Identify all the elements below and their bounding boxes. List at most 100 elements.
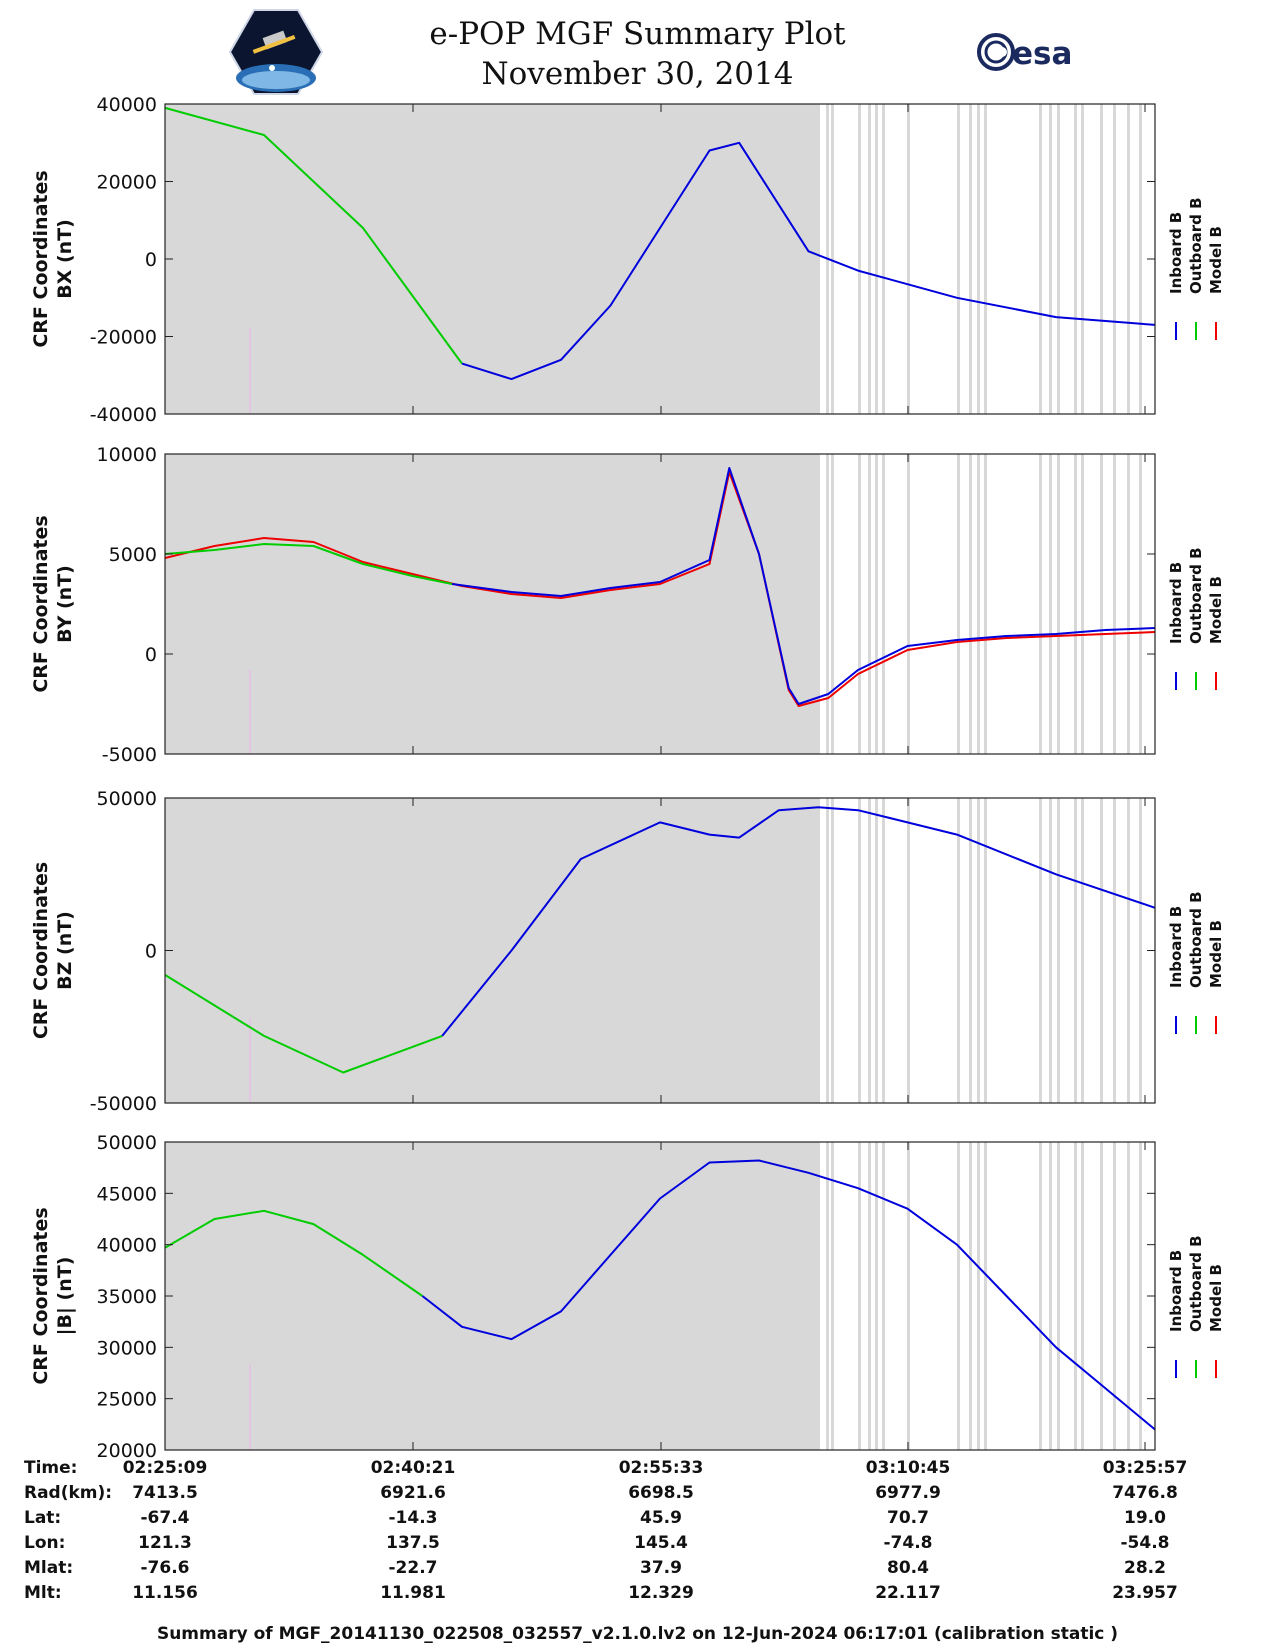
data-gap-stripe [977, 454, 980, 754]
data-gap-stripe [1081, 1142, 1084, 1450]
legend-label: Model B [1207, 1264, 1225, 1332]
series-outboard-b-line [164, 106, 463, 365]
data-gap-stripe [1113, 798, 1116, 1103]
orbit-info-row: Time: 02:25:09 02:40:21 02:55:33 03:10:45 03:… [0, 1458, 1275, 1483]
data-gap-stripe [977, 798, 980, 1103]
data-gap-stripe [868, 798, 871, 1103]
y-tick-label: 0 [145, 941, 157, 963]
data-gap-stripe [1081, 454, 1084, 754]
data-gap-stripe [1039, 454, 1042, 754]
data-gap-stripe [875, 798, 878, 1103]
orbit-info-value: 7413.5 [132, 1483, 198, 1503]
data-gap-stripe [984, 454, 987, 754]
esa-logo-text: esa [1012, 36, 1072, 72]
data-gap-stripe [907, 798, 910, 1103]
data-gap-stripe [907, 454, 910, 754]
data-gap-stripe [868, 104, 871, 414]
orbit-info-row: Lat: -67.4 -14.3 45.9 70.7 19.0 [0, 1508, 1275, 1533]
y-axis-label: CRF CoordinatesBX (nT) [30, 170, 76, 347]
orbit-info-value: 137.5 [386, 1533, 440, 1553]
orbit-info-label: Time: [24, 1458, 78, 1478]
orbit-info-row: Lon: 121.3 137.5 145.4 -74.8 -54.8 [0, 1533, 1275, 1558]
orbit-info-value: -76.6 [140, 1558, 190, 1578]
data-gap-stripe [1100, 104, 1103, 414]
data-gap-stripe [957, 1142, 960, 1450]
data-gap-stripe [1074, 454, 1077, 754]
y-tick-label: 25000 [97, 1389, 157, 1411]
y-tick-label: 10000 [97, 444, 157, 466]
legend-label: Model B [1207, 920, 1225, 988]
legend-label: Outboard B [1187, 1235, 1205, 1332]
data-gap-stripe [1100, 798, 1103, 1103]
orbit-info-value: 6977.9 [875, 1483, 941, 1503]
orbit-info-value: 03:25:57 [1102, 1458, 1188, 1478]
legend-label: Inboard B [1167, 1250, 1185, 1332]
y-tick-label: 40000 [97, 1235, 157, 1257]
y-tick-label: -50000 [90, 1093, 157, 1115]
data-gap-stripe [984, 104, 987, 414]
chart-panel-4: 50000 45000 40000 35000 30000 25000 20000 CRF C… [30, 1132, 1225, 1462]
orbit-info-row: Mlat: -76.6 -22.7 37.9 80.4 28.2 [0, 1558, 1275, 1583]
orbit-info-value: -67.4 [140, 1508, 190, 1528]
y-axis-label: CRF Coordinates|B| (nT) [30, 1207, 76, 1384]
y-tick-label: 5000 [109, 544, 157, 566]
orbit-info-value: 28.2 [1124, 1558, 1166, 1578]
legend-label: Inboard B [1167, 562, 1185, 644]
series-outboard-b-line [164, 1209, 423, 1297]
series-outboard-b-line [164, 543, 453, 585]
y-tick-label: 20000 [97, 1440, 157, 1462]
y-tick-label: 50000 [97, 1132, 157, 1154]
data-gap-stripe [907, 1142, 910, 1450]
chart-panel-1: 40000 20000 0 -20000 -40000 CRF CoordinatesBX… [30, 94, 1225, 426]
data-gap-stripe [831, 1142, 834, 1450]
orbit-info-value: 02:40:21 [370, 1458, 456, 1478]
y-tick-label: 40000 [97, 94, 157, 116]
data-gap-stripe [1057, 454, 1060, 754]
data-gap-stripe [969, 798, 972, 1103]
y-tick-label: 20000 [97, 172, 157, 194]
legend-label: Outboard B [1187, 197, 1205, 294]
data-gap-stripe [977, 1142, 980, 1450]
data-gap-stripe [826, 454, 829, 754]
y-tick-label: 50000 [97, 788, 157, 810]
y-tick-label: -40000 [90, 404, 157, 426]
orbit-info-value: 121.3 [138, 1533, 192, 1553]
data-gap-stripe [1139, 798, 1142, 1103]
orbit-info-row: Mlt: 11.156 11.981 12.329 22.117 23.957 [0, 1583, 1275, 1608]
data-gap-stripe [882, 454, 885, 754]
data-gap-shading [165, 798, 820, 1103]
data-gap-stripe [858, 104, 861, 414]
y-tick-label: 35000 [97, 1286, 157, 1308]
orbit-info-value: 37.9 [640, 1558, 682, 1578]
orbit-info-value: 11.156 [132, 1583, 198, 1603]
data-gap-stripe [1127, 104, 1130, 414]
data-gap-stripe [977, 104, 980, 414]
data-gap-stripe [831, 454, 834, 754]
orbit-info-value: 02:25:09 [122, 1458, 208, 1478]
data-gap-stripe [1100, 1142, 1103, 1450]
plot-title-main: e-POP MGF Summary Plot [429, 16, 846, 52]
orbit-info-value: 80.4 [887, 1558, 929, 1578]
data-gap-stripe [875, 104, 878, 414]
orbit-info-value: 12.329 [628, 1583, 694, 1603]
data-gap-stripe [826, 1142, 829, 1450]
orbit-info-value: 45.9 [640, 1508, 682, 1528]
orbit-info-value: 22.117 [875, 1583, 941, 1603]
data-gap-stripe [868, 454, 871, 754]
data-gap-stripe [858, 798, 861, 1103]
data-gap-stripe [1081, 798, 1084, 1103]
data-gap-stripe [1074, 798, 1077, 1103]
y-tick-label: 0 [145, 249, 157, 271]
data-gap-stripe [1057, 798, 1060, 1103]
orbit-info-value: 03:10:45 [865, 1458, 951, 1478]
data-gap-stripe [1100, 454, 1103, 754]
orbit-info-value: -14.3 [388, 1508, 438, 1528]
orbit-info-value: 11.981 [380, 1583, 446, 1603]
y-axis-label: CRF CoordinatesBY (nT) [30, 515, 76, 692]
legend-label: Model B [1207, 226, 1225, 294]
data-gap-stripe [1139, 104, 1142, 414]
esa-logo: esa [977, 33, 1072, 72]
data-gap-stripe [831, 104, 834, 414]
data-gap-stripe [1139, 1142, 1142, 1450]
data-gap-stripe [1127, 1142, 1130, 1450]
